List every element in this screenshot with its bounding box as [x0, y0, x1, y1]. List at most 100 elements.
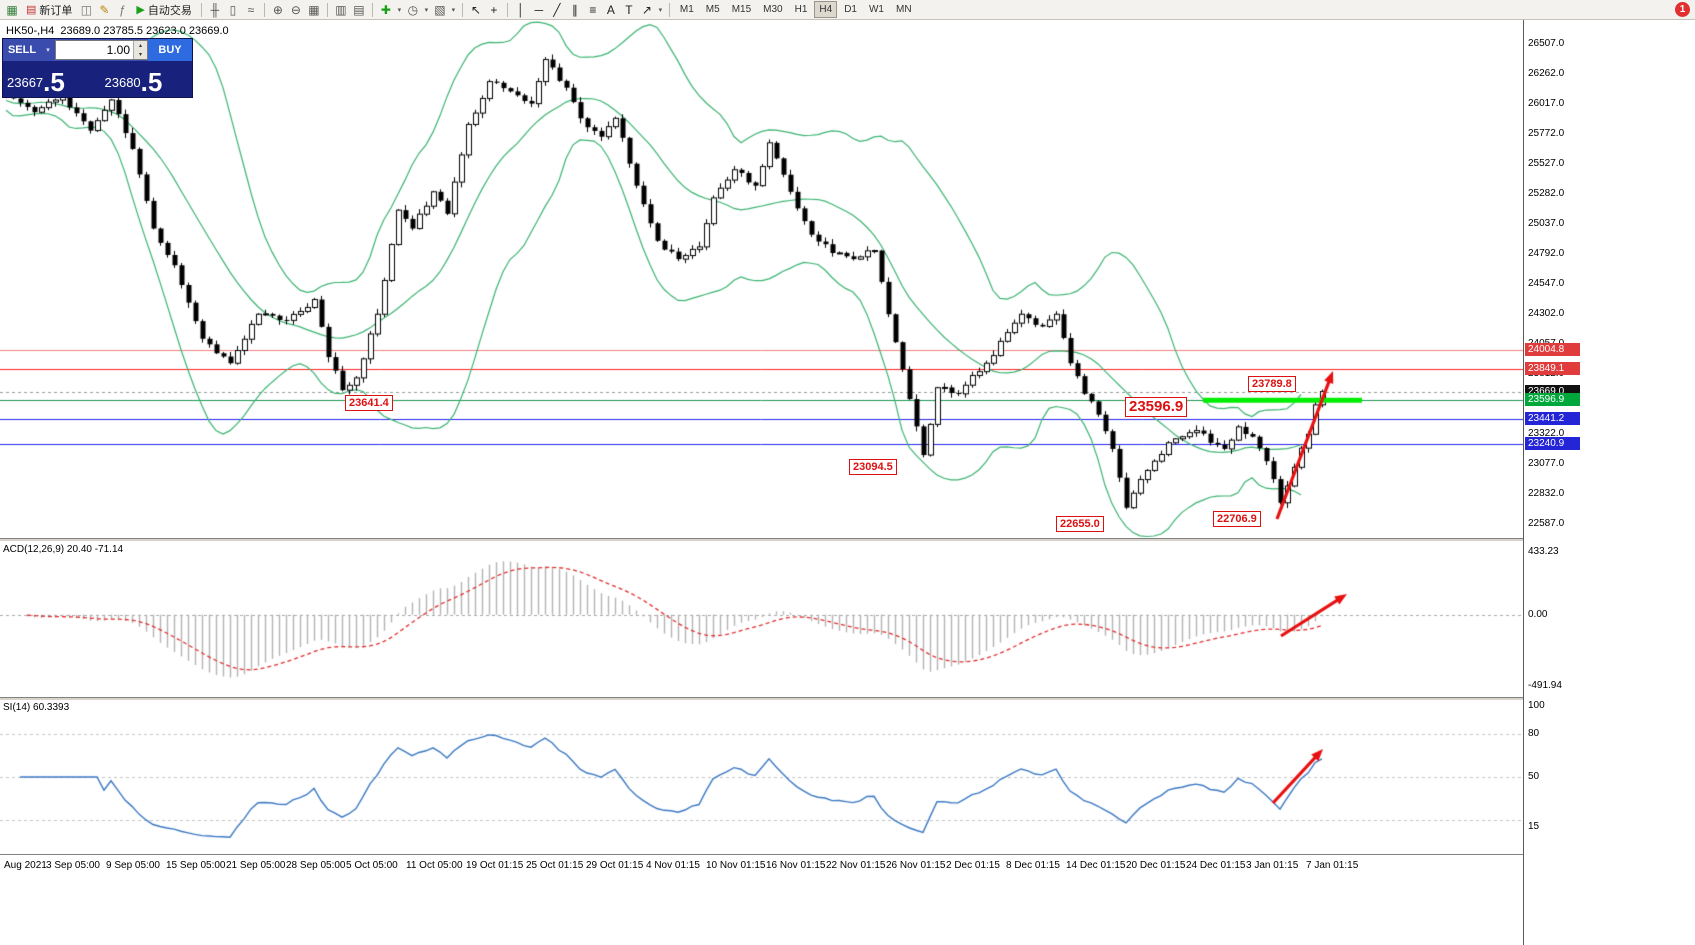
axis-tick-label: 24547.0 — [1528, 277, 1565, 289]
axis-tick-label: 26262.0 — [1528, 67, 1565, 79]
axis-tick-label: 26507.0 — [1528, 37, 1565, 49]
zoom-out-icon[interactable]: ⊖ — [290, 2, 301, 17]
terminal-icon[interactable]: ▤ — [353, 2, 365, 17]
toolbar-separator — [326, 2, 328, 17]
arrows-icon[interactable]: ↗ — [641, 2, 652, 17]
buy-price-main: 23680 — [104, 75, 141, 90]
price-annotation[interactable]: 22706.9 — [1213, 511, 1261, 527]
vertical-line-icon[interactable]: │ — [517, 2, 525, 17]
line-chart-icon[interactable]: ≈ — [247, 2, 255, 17]
timeframe-mn-button[interactable]: MN — [895, 4, 912, 15]
axis-tick-label: 25772.0 — [1528, 127, 1565, 139]
trendline-icon[interactable]: ╱ — [553, 2, 561, 17]
new-order-button[interactable]: ▤ 新订单 — [21, 1, 77, 18]
volume-value[interactable]: 1.00 — [106, 43, 130, 57]
sell-price-main: 23667 — [7, 75, 44, 90]
time-axis-label: 8 Dec 01:15 — [1006, 860, 1060, 871]
timeframe-m30-button[interactable]: M30 — [763, 4, 783, 15]
period-dropdown-icon[interactable]: ▾ — [424, 6, 429, 14]
arrows-dropdown-icon[interactable]: ▾ — [658, 6, 663, 14]
metaeditor-icon[interactable]: ✎ — [99, 2, 110, 17]
indicators-icon[interactable]: ✚ — [380, 2, 391, 17]
axis-tick-label: 22587.0 — [1528, 517, 1565, 529]
toolbar-separator — [461, 2, 463, 17]
timeframe-d1-button[interactable]: D1 — [844, 4, 857, 15]
buy-button[interactable]: BUY — [148, 39, 192, 61]
buy-price[interactable]: 23680 .5 — [91, 67, 189, 97]
candlestick-chart-icon[interactable]: ▯ — [229, 2, 237, 17]
text-label-icon[interactable]: T — [625, 2, 633, 17]
toolbar-separator — [506, 2, 508, 17]
axis-tick-label: 15 — [1528, 820, 1540, 832]
templates-dropdown-icon[interactable]: ▾ — [451, 6, 456, 14]
experts-icon[interactable]: ƒ — [119, 2, 126, 17]
buy-price-fraction: .5 — [140, 67, 163, 97]
price-annotation[interactable]: 23094.5 — [849, 459, 897, 475]
notification-badge[interactable]: 1 — [1675, 2, 1690, 17]
timeframe-h4-button[interactable]: H4 — [814, 1, 838, 18]
price-tag: 23441.2 — [1525, 412, 1580, 426]
new-order-button-icon: ▤ — [26, 4, 37, 16]
rsi-panel-canvas[interactable] — [0, 700, 1523, 854]
trade-dropdown-icon[interactable]: ▾ — [46, 47, 50, 54]
axis-tick-label: 23077.0 — [1528, 457, 1565, 469]
community-icon[interactable]: ◫ — [80, 2, 93, 17]
price-annotation[interactable]: 23789.8 — [1248, 376, 1296, 392]
toolbar-separator — [263, 2, 265, 17]
time-axis-label: 2 Dec 01:15 — [946, 860, 1000, 871]
toolbar-separator — [668, 2, 670, 17]
time-axis-label: 21 Sep 05:00 — [226, 860, 286, 871]
fibonacci-icon[interactable]: ≡ — [589, 2, 597, 17]
axis-tick-label: 22832.0 — [1528, 487, 1565, 499]
sell-price[interactable]: 23667 .5 — [7, 67, 91, 97]
volume-up-icon[interactable]: ▴ — [138, 43, 142, 49]
axis-tick-label: 100 — [1528, 700, 1545, 711]
timeframe-m15-button[interactable]: M15 — [731, 4, 752, 15]
panel-splitter[interactable] — [0, 697, 1523, 700]
indicators-dropdown-icon[interactable]: ▾ — [397, 6, 402, 14]
new-chart-icon[interactable]: ▦ — [6, 2, 18, 17]
main-chart-canvas[interactable] — [0, 20, 1523, 538]
axis-tick-label: -491.94 — [1528, 680, 1562, 692]
price-annotation[interactable]: 23641.4 — [345, 395, 393, 411]
axis-tick-label: 26017.0 — [1528, 97, 1565, 109]
timeframe-w1-button[interactable]: W1 — [868, 4, 884, 15]
zoom-in-icon[interactable]: ⊕ — [272, 2, 283, 17]
axis-tick-label: 23322.0 — [1528, 427, 1565, 439]
timeframe-h1-button[interactable]: H1 — [794, 4, 808, 15]
horizontal-line-icon[interactable]: ─ — [534, 2, 544, 17]
text-icon[interactable]: A — [606, 2, 615, 17]
time-axis-label: 3 Jan 01:15 — [1246, 860, 1299, 871]
autotrading-button[interactable]: ▶ 自动交易 — [131, 1, 196, 18]
macd-panel-canvas[interactable] — [0, 541, 1523, 697]
time-axis-label: 10 Nov 01:15 — [706, 860, 766, 871]
price-annotation[interactable]: 23596.9 — [1125, 397, 1188, 417]
sell-button[interactable]: SELL — [3, 39, 41, 61]
time-axis-label: 24 Dec 01:15 — [1186, 860, 1246, 871]
tile-windows-icon[interactable]: ▦ — [308, 2, 320, 17]
time-axis-label: 16 Nov 01:15 — [766, 860, 826, 871]
one-click-trading-panel: SELL ▾ 1.00 ▴ ▾ BUY 23667 .5 23680 .5 — [2, 38, 193, 98]
volume-down-icon[interactable]: ▾ — [138, 52, 142, 58]
crosshair-icon[interactable]: + — [490, 2, 498, 17]
rsi-indicator-label: SI(14) 60.3393 — [3, 702, 70, 713]
time-axis[interactable]: Aug 2021 3 Sep 05:00 9 Sep 05:00 15 Sep 05:… — [0, 855, 1523, 877]
period-icon[interactable]: ◷ — [407, 2, 419, 17]
axis-tick-label: 24792.0 — [1528, 247, 1565, 259]
panel-splitter[interactable] — [0, 538, 1523, 541]
price-axis[interactable]: 26507.0 26262.0 26017.0 25772.0 25527.0 25282… — [1523, 20, 1695, 945]
navigator-icon[interactable]: ▥ — [335, 2, 347, 17]
templates-icon[interactable]: ▧ — [434, 2, 446, 17]
time-axis-label: 5 Oct 05:00 — [346, 860, 398, 871]
bar-chart-icon[interactable]: ╫ — [210, 2, 220, 17]
axis-tick-label: 433.23 — [1528, 545, 1559, 557]
timeframe-m5-button[interactable]: M5 — [705, 4, 720, 15]
toolbar-separator — [200, 2, 202, 17]
volume-field[interactable]: 1.00 ▴ ▾ — [55, 40, 148, 60]
time-axis-label: 20 Dec 01:15 — [1126, 860, 1186, 871]
timeframe-m1-button[interactable]: M1 — [679, 4, 694, 15]
price-annotation[interactable]: 22655.0 — [1056, 516, 1104, 532]
equidistant-channel-icon[interactable]: ∥ — [571, 2, 578, 17]
cursor-icon[interactable]: ↖ — [470, 2, 481, 17]
time-axis-label: 14 Dec 01:15 — [1066, 860, 1126, 871]
